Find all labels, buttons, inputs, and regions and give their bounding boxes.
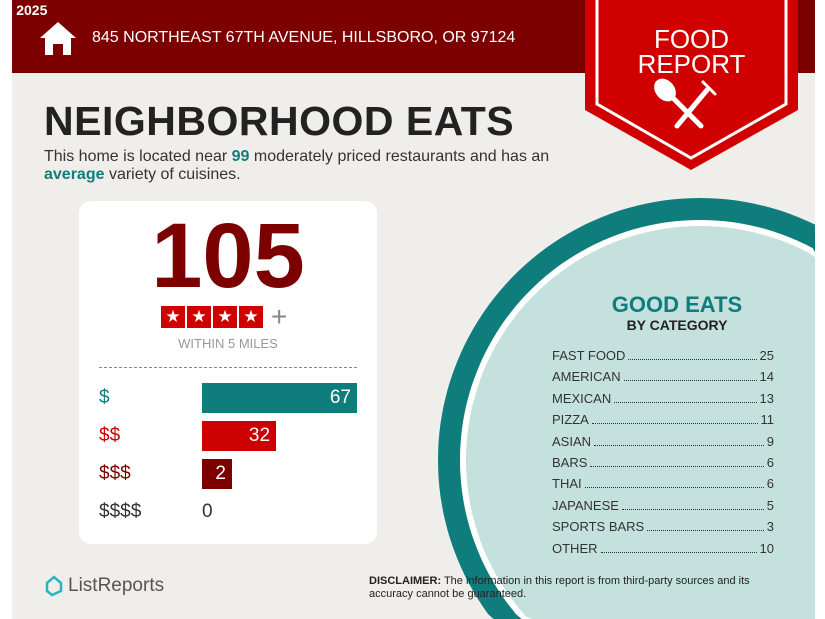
price-bar: 67 (202, 383, 357, 413)
price-value: 0 (202, 501, 213, 522)
star-icon: ★ (187, 306, 211, 328)
food-report: 845 NORTHEAST 67TH AVENUE, HILLSBORO, OR… (12, 0, 815, 619)
category-name: PIZZA (552, 412, 589, 428)
category-name: ASIAN (552, 433, 592, 449)
price-row: $67 (99, 383, 369, 413)
leader-dots (628, 348, 757, 360)
category-row: PIZZA 11 (552, 412, 774, 428)
category-name: JAPANESE (552, 497, 619, 513)
logo-text: ListReports (68, 575, 165, 596)
category-name: BARS (552, 455, 588, 470)
radius-label: WITHIN 5 MILES (178, 336, 278, 351)
category-row: THAI 6 (552, 476, 774, 492)
category-count: 3 (766, 519, 774, 535)
category-name: MEXICAN (552, 390, 612, 406)
category-row: AMERICAN 14 (552, 369, 774, 385)
price-row: $$$$ 0 (99, 497, 369, 527)
category-count: 13 (759, 390, 774, 406)
category-row: SPORTS BARS 3 (552, 519, 774, 535)
leader-dots (647, 519, 764, 532)
category-row: ASIAN 9 (552, 434, 774, 450)
ribbon-line1: FOOD (653, 24, 730, 54)
page-title: NEIGHBORHOOD EATS (44, 98, 515, 144)
category-count: 9 (766, 433, 774, 449)
restaurant-total: 105 (151, 205, 305, 307)
category-row: OTHER 10 (552, 541, 774, 557)
disclaimer: DISCLAIMER: The information in this repo… (369, 575, 750, 600)
category-count: 6 (766, 455, 774, 470)
category-count: 11 (760, 412, 775, 428)
category-name: OTHER (552, 540, 598, 556)
home-icon (40, 22, 76, 55)
leader-dots (591, 412, 758, 425)
star-icon: ★ (161, 306, 185, 328)
category-row: FAST FOOD 25 (552, 348, 774, 364)
good-eats-title: GOOD EATS (611, 292, 743, 317)
leader-dots (614, 391, 757, 403)
category-count: 10 (759, 540, 774, 556)
star-icon: ★ (213, 306, 237, 328)
divider (99, 367, 357, 368)
light-teal-disc (466, 226, 815, 619)
copyright: © 2025 (2, 2, 48, 18)
food-report-ribbon (585, 0, 798, 170)
summary-card: 105 ★ ★ ★ ★ + WITHIN 5 MILES $67 $$ 32 $$$ 2 $$$$… (79, 201, 377, 544)
ribbon-line2: REPORT (637, 49, 746, 79)
price-bar: 2 (202, 459, 232, 489)
category-name: SPORTS BARS (552, 519, 645, 535)
category-count: 25 (759, 348, 774, 363)
category-row: JAPANESE 5 (552, 498, 774, 514)
star-rating: ★ ★ ★ ★ + (161, 301, 288, 332)
category-count: 6 (766, 476, 774, 492)
category-name: AMERICAN (552, 369, 621, 385)
good-eats-heading: GOOD EATS BY CATEGORY (572, 292, 782, 334)
star-icon: ★ (239, 306, 263, 328)
price-label: $$$$ (99, 501, 142, 522)
leader-dots (623, 369, 757, 382)
leader-dots (584, 476, 764, 489)
price-row: $$$ 2 (99, 459, 369, 489)
leader-dots (600, 541, 757, 553)
leader-dots (590, 455, 764, 467)
category-circle (438, 198, 815, 619)
category-name: THAI (552, 476, 582, 492)
price-row: $$ 32 (99, 421, 369, 451)
intro-text: This home is located near 99 moderately … (44, 148, 550, 183)
logo-icon (45, 575, 63, 597)
leader-dots (621, 498, 764, 510)
good-eats-subtitle: BY CATEGORY (626, 317, 728, 333)
category-name: FAST FOOD (552, 348, 626, 363)
address: 845 NORTHEAST 67TH AVENUE, HILLSBORO, OR… (92, 29, 516, 46)
category-row: BARS 6 (552, 455, 774, 471)
price-bar: 32 (202, 421, 277, 451)
category-row: MEXICAN 13 (552, 391, 774, 407)
price-label: $$$ (99, 463, 131, 484)
leader-dots (594, 434, 764, 446)
category-count: 5 (766, 497, 774, 513)
price-label: $ (99, 387, 110, 408)
listreports-logo: ListReports (44, 575, 164, 597)
price-label: $$ (99, 425, 121, 446)
utensils-icon (654, 78, 717, 129)
category-count: 14 (759, 369, 774, 385)
plus-icon: + (271, 301, 288, 332)
